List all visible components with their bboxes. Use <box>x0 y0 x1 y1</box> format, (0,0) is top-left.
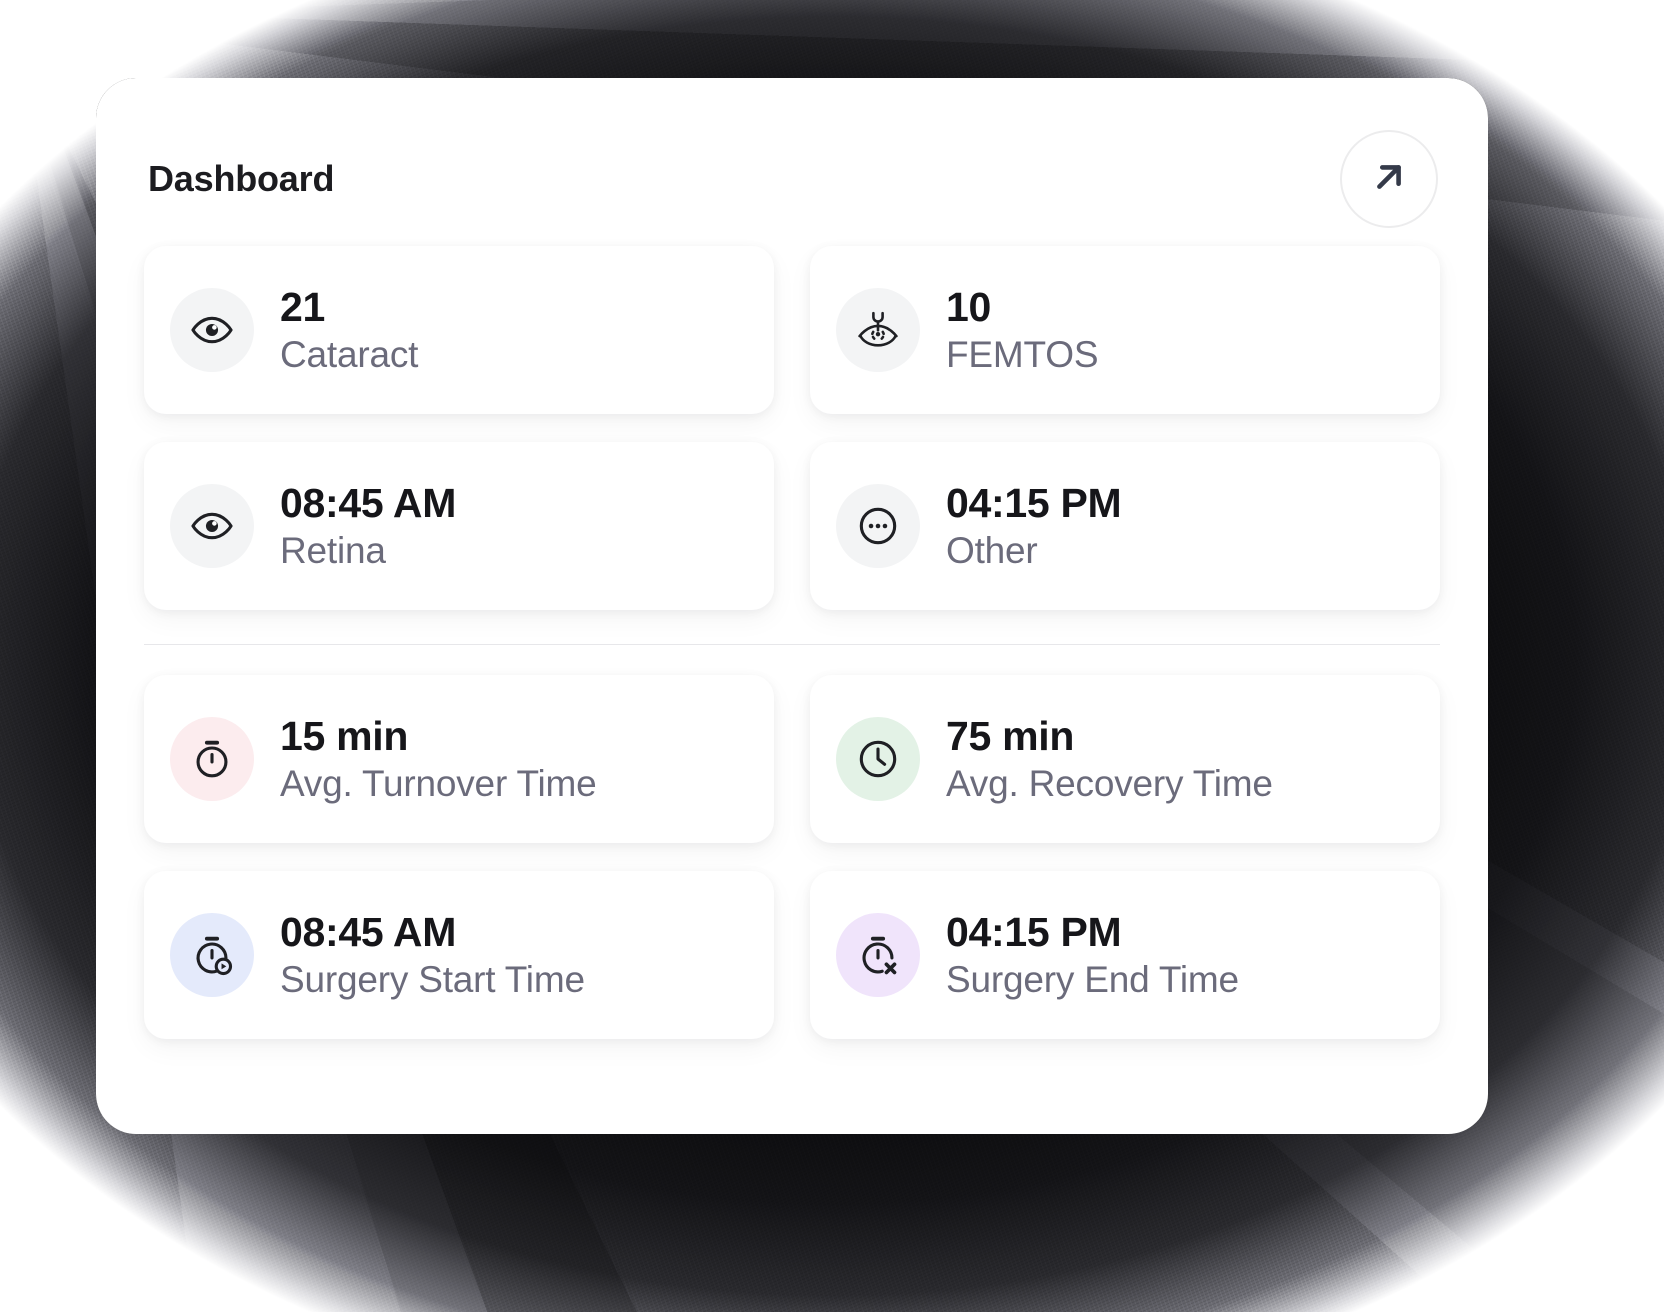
stat-card-avg-turnover-time[interactable]: 15 min Avg. Turnover Time <box>144 675 774 843</box>
stat-card-surgery-end-time[interactable]: 04:15 PM Surgery End Time <box>810 871 1440 1039</box>
stat-text: 21 Cataract <box>280 283 418 378</box>
stat-card-retina[interactable]: 08:45 AM Retina <box>144 442 774 610</box>
icon-badge <box>170 717 254 801</box>
stat-value: 15 min <box>280 712 409 759</box>
stat-value: 21 <box>280 283 326 330</box>
icon-badge <box>170 288 254 372</box>
stat-card-other[interactable]: 04:15 PM Other <box>810 442 1440 610</box>
eye-icon <box>190 308 234 352</box>
stat-text: 08:45 AM Surgery Start Time <box>280 908 585 1003</box>
icon-badge <box>836 484 920 568</box>
laser-eye-icon <box>855 307 901 353</box>
ellipsis-circle-icon <box>856 504 900 548</box>
stat-text: 75 min Avg. Recovery Time <box>946 712 1273 807</box>
stat-label: Avg. Turnover Time <box>280 762 597 804</box>
stat-label: Retina <box>280 529 386 571</box>
stat-card-avg-recovery-time[interactable]: 75 min Avg. Recovery Time <box>810 675 1440 843</box>
stat-text: 04:15 PM Surgery End Time <box>946 908 1239 1003</box>
stat-text: 08:45 AM Retina <box>280 479 456 574</box>
icon-badge <box>170 484 254 568</box>
stat-value: 04:15 PM <box>946 908 1122 955</box>
stopwatch-x-icon <box>856 933 900 977</box>
expand-button[interactable] <box>1340 130 1438 228</box>
stat-label: Cataract <box>280 333 419 375</box>
icon-badge <box>836 913 920 997</box>
stopwatch-icon <box>190 737 234 781</box>
stopwatch-play-icon <box>190 933 234 977</box>
arrow-up-right-icon <box>1366 154 1412 205</box>
stat-label: FEMTOS <box>946 333 1099 375</box>
stat-value: 75 min <box>946 712 1075 759</box>
stat-label: Surgery End Time <box>946 958 1239 1000</box>
stat-card-femtos[interactable]: 10 FEMTOS <box>810 246 1440 414</box>
panel-header: Dashboard <box>144 130 1440 228</box>
page-title: Dashboard <box>148 158 335 199</box>
stat-card-surgery-start-time[interactable]: 08:45 AM Surgery Start Time <box>144 871 774 1039</box>
stats-grid: 21 Cataract <box>144 246 1440 1039</box>
icon-badge <box>170 913 254 997</box>
dashboard-panel: Dashboard <box>96 78 1488 1134</box>
stat-value: 08:45 AM <box>280 479 457 526</box>
stat-text: 04:15 PM Other <box>946 479 1122 574</box>
icon-badge <box>836 288 920 372</box>
stat-label: Avg. Recovery Time <box>946 762 1273 804</box>
clock-icon <box>856 737 900 781</box>
stat-value: 04:15 PM <box>946 479 1122 526</box>
stat-card-cataract[interactable]: 21 Cataract <box>144 246 774 414</box>
stat-text: 10 FEMTOS <box>946 283 1098 378</box>
icon-badge <box>836 717 920 801</box>
eye-icon <box>190 504 234 548</box>
stat-label: Other <box>946 529 1038 571</box>
stat-text: 15 min Avg. Turnover Time <box>280 712 597 807</box>
stat-value: 10 <box>946 283 992 330</box>
section-divider <box>144 644 1440 645</box>
stat-value: 08:45 AM <box>280 908 457 955</box>
stat-label: Surgery Start Time <box>280 958 585 1000</box>
